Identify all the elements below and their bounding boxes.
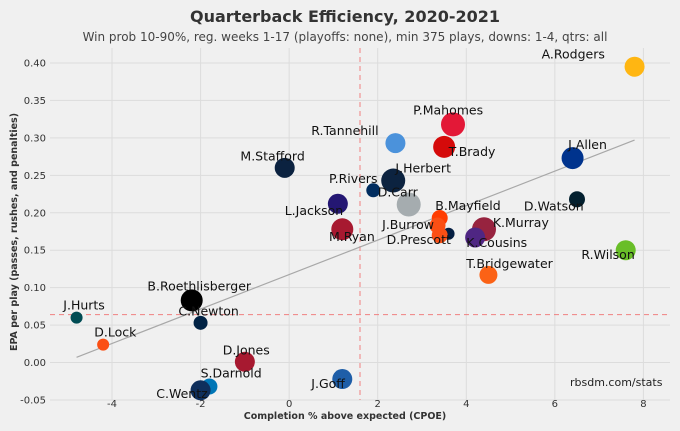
- point-d-watson: [569, 191, 585, 208]
- x-tick-label: -4: [107, 399, 117, 410]
- point-label: J.Allen: [567, 137, 607, 152]
- source-credit: rbsdm.com/stats: [570, 376, 663, 389]
- point-j-hurts: [70, 311, 83, 324]
- y-tick-label: 0.05: [24, 321, 46, 332]
- point-label: C.Wentz: [156, 386, 208, 401]
- point-label: R.Tannehill: [311, 123, 378, 138]
- point-label: R.Wilson: [581, 247, 634, 262]
- point-p-rivers: [366, 183, 381, 198]
- x-tick-label: 6: [552, 399, 558, 410]
- point-label: J.Burrow: [381, 217, 434, 232]
- point-t-brady: [433, 135, 456, 158]
- point-label: T.Bridgewater: [465, 256, 553, 271]
- point-d-jones: [234, 351, 255, 372]
- point-d-prescott: [431, 227, 448, 244]
- point-label: P.Rivers: [329, 171, 377, 186]
- point-label: C.Newton: [178, 303, 238, 318]
- point-l-jackson: [327, 193, 348, 214]
- trendline: [76, 139, 635, 358]
- point-k-cousins: [465, 227, 486, 248]
- point-j-goff: [332, 369, 353, 390]
- y-tick-label: 0.35: [24, 96, 46, 107]
- point-label: M.Ryan: [329, 229, 375, 244]
- point-label: P.Mahomes: [413, 103, 483, 118]
- y-tick-label: 0.00: [24, 358, 46, 369]
- point-d-lock: [97, 338, 110, 351]
- point-r-tannehill: [385, 133, 406, 154]
- point-label: B.Mayfield: [435, 198, 500, 213]
- y-tick-label: 0.40: [24, 58, 46, 69]
- point-r-wilson: [615, 240, 636, 261]
- point-label: J.Hurts: [62, 297, 105, 312]
- point-label: S.Darnold: [201, 366, 262, 381]
- point-label: K.Murray: [493, 215, 550, 230]
- y-tick-label: 0.15: [24, 246, 46, 257]
- point-d-carr: [396, 192, 421, 217]
- point-label: T.Brady: [448, 144, 496, 159]
- chart-title: Quarterback Efficiency, 2020-2021: [190, 7, 500, 26]
- y-axis-label: EPA per play (passes, rushes, and penalt…: [9, 113, 20, 351]
- point-label: J.Goff: [310, 376, 345, 391]
- x-axis-ticks: -4 -2 0 2 4 6 8: [107, 399, 647, 410]
- x-tick-label: -2: [196, 399, 206, 410]
- point-label: D.Lock: [94, 324, 137, 339]
- point-labels: A.Rodgers P.Mahomes R.Tannehill T.Brady J.Al…: [62, 46, 634, 400]
- y-axis-ticks: -0.05 0.00 0.05 0.10 0.15 0.20 0.25 0.30 0.35 0.4…: [20, 58, 46, 406]
- point-c-newton: [193, 315, 208, 330]
- point-label: J.Herbert: [394, 160, 451, 175]
- point-t-bridgewater: [479, 265, 498, 284]
- point-label: K.Cousins: [466, 235, 527, 250]
- x-tick-label: 4: [463, 399, 469, 410]
- point-a-rodgers: [624, 56, 645, 77]
- y-tick-label: -0.05: [20, 396, 46, 407]
- point-label: B.Roethlisberger: [147, 279, 251, 294]
- point-m-ryan: [331, 218, 354, 241]
- point-m-stafford: [274, 157, 295, 178]
- point-label: D.Jones: [223, 342, 270, 357]
- y-tick-label: 0.30: [24, 133, 46, 144]
- point-label: A.Rodgers: [542, 46, 605, 61]
- point-label: M.Stafford: [240, 148, 304, 163]
- point-label: D.Carr: [378, 184, 419, 199]
- reference-lines: [50, 48, 670, 400]
- point-j-allen: [561, 147, 584, 170]
- x-tick-label: 2: [375, 399, 381, 410]
- point-label: L.Jackson: [285, 203, 343, 218]
- chart-subtitle: Win prob 10-90%, reg. weeks 1-17 (playof…: [83, 30, 608, 44]
- point-label: D.Prescott: [387, 232, 451, 247]
- point-p-mahomes: [441, 112, 465, 137]
- x-tick-label: 0: [286, 399, 292, 410]
- point-label: D.Watson: [524, 199, 584, 214]
- x-axis-label: Completion % above expected (CPOE): [244, 411, 447, 422]
- point-j-herbert: [381, 168, 406, 193]
- y-tick-label: 0.10: [24, 283, 46, 294]
- y-tick-label: 0.20: [24, 208, 46, 219]
- y-tick-label: 0.25: [24, 171, 46, 182]
- x-tick-label: 8: [640, 399, 646, 410]
- data-points: [70, 56, 645, 401]
- point-c-wentz: [190, 380, 211, 401]
- point-b-roethlisberger: [180, 289, 203, 312]
